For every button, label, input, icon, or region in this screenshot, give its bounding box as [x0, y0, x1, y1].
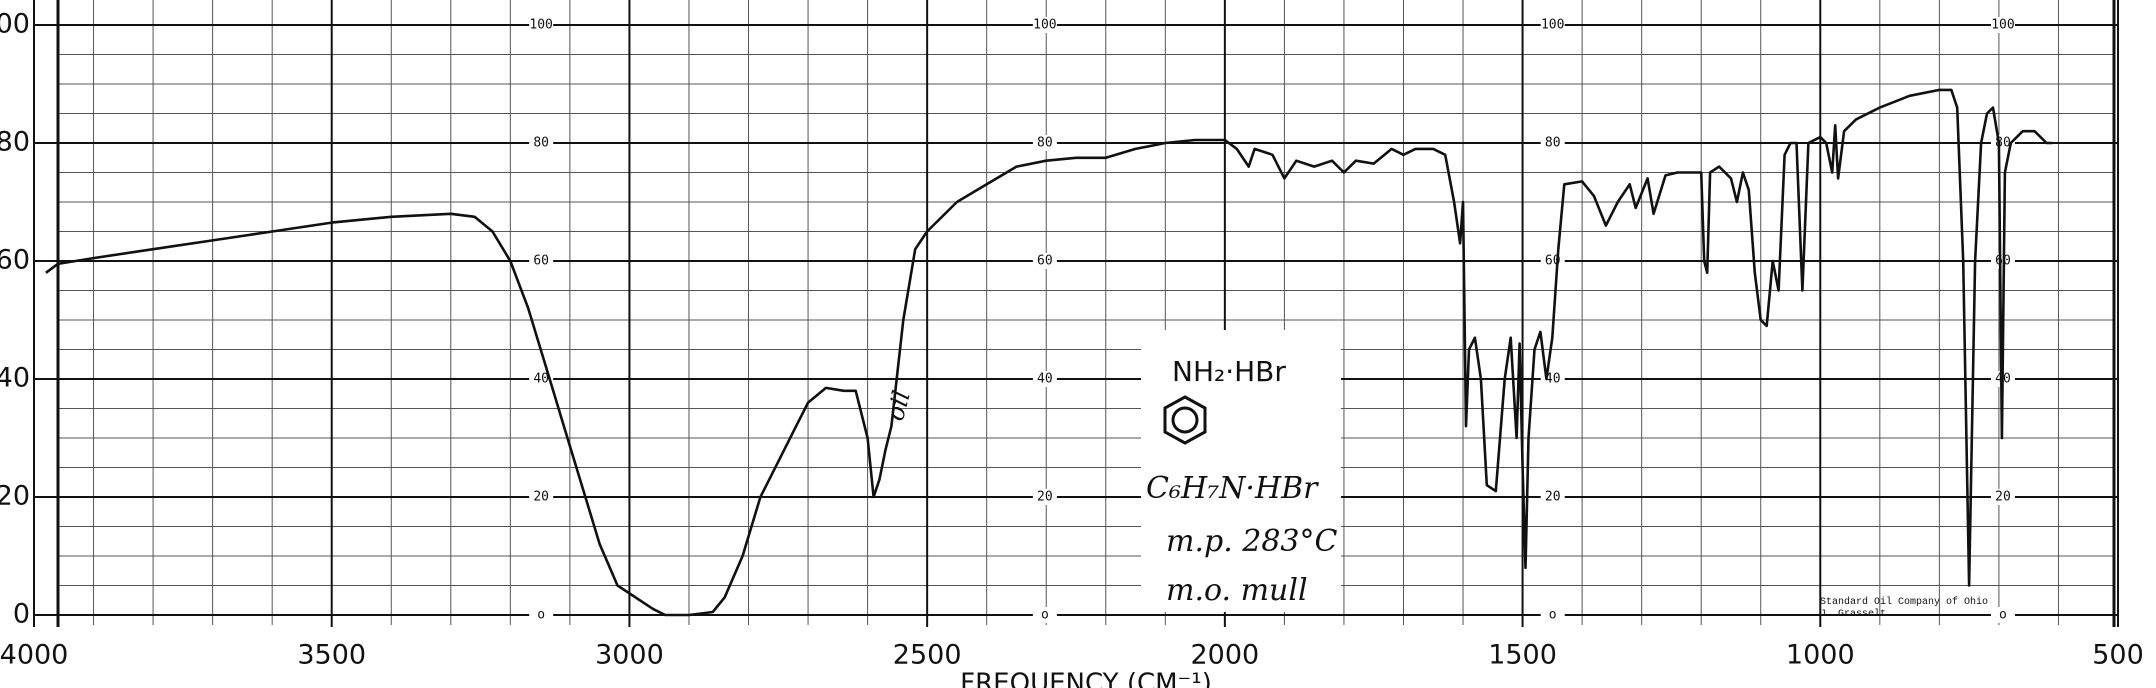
inner-scales: o20406080100o20406080100o20406080100o204…: [529, 17, 2015, 623]
source-line1: Standard Oil Company of Ohio: [1820, 596, 1988, 608]
inner-scale-bg: [1032, 253, 1057, 269]
inner-scale-label: 80: [533, 136, 549, 151]
inner-scale-bg: [529, 489, 554, 505]
inner-scale-label: 100: [529, 18, 552, 33]
inner-scale-bg: [1032, 371, 1057, 387]
formula-top: NH₂·HBr: [1172, 355, 1286, 388]
inner-scale-label: 60: [533, 254, 549, 269]
benzene-ring: [1163, 395, 1207, 445]
inner-scale-bg: [1990, 489, 2015, 505]
inner-scale-bg: [1032, 17, 1057, 33]
y-tick-label: 40: [0, 363, 30, 394]
inner-scale-bg: [1990, 607, 2015, 623]
inner-scale-label: o: [1041, 608, 1049, 623]
y-tick-label: 60: [0, 245, 30, 276]
y-tick-label: 100: [0, 9, 30, 40]
plot: 4000 3500 3000 2500 2000 1500 1000 500 0 20 40 60 80…: [0, 9, 2144, 671]
inner-scale-bg: [1540, 135, 1565, 151]
ring-circle: [1171, 406, 1199, 434]
inner-scale-bg: [1032, 489, 1057, 505]
inner-scale-label: 40: [1545, 372, 1561, 387]
inner-scale-label: 80: [1037, 136, 1053, 151]
y-tick-label: 0: [13, 599, 30, 630]
inner-scale-label: 100: [1991, 18, 2014, 33]
inner-scale-label: o: [1999, 608, 2007, 623]
inner-scale-bg: [529, 135, 554, 151]
x-tick-label: 2500: [893, 640, 962, 671]
inner-scale-label: o: [537, 608, 545, 623]
inner-scale-bg: [529, 607, 554, 623]
x-tick-label: 3000: [595, 640, 664, 671]
inner-scale-bg: [1540, 489, 1565, 505]
x-tick-label: 1500: [1488, 640, 1557, 671]
inner-scale-bg: [529, 17, 554, 33]
labels: NH₂·HBr C₆H₇N·HBr m.p. 283°C m.o. mull o…: [881, 355, 1988, 688]
melting-point: m.p. 283°C: [1166, 524, 1338, 559]
inner-scale-label: 40: [533, 372, 549, 387]
inner-scale-label: 80: [1545, 136, 1561, 151]
x-tick-label: 3500: [297, 640, 366, 671]
x-tick-label: 500: [2092, 640, 2144, 671]
inner-scale-label: 60: [1037, 254, 1053, 269]
x-tick-label: 2000: [1190, 640, 1259, 671]
medium: m.o. mull: [1166, 573, 1308, 608]
source-line2: J. Grasselt: [1820, 608, 1886, 620]
x-tick-label: 1000: [1786, 640, 1855, 671]
inner-scale-label: 20: [1545, 490, 1561, 505]
inner-scale-bg: [529, 253, 554, 269]
inner-scale-label: 40: [1037, 372, 1053, 387]
y-tick-label: 80: [0, 127, 30, 158]
inner-scale-bg: [1990, 17, 2015, 33]
spectrum-line: [45, 88, 2053, 617]
inner-scale-label: 100: [1033, 18, 1056, 33]
inner-scale-label: 20: [1995, 490, 2011, 505]
inner-scale-bg: [1540, 17, 1565, 33]
inner-scale-bg: [1540, 607, 1565, 623]
inner-scale-bg: [1032, 135, 1057, 151]
grid: [33, 0, 2119, 627]
label-card: [1141, 330, 1341, 612]
formula: C₆H₇N·HBr: [1146, 471, 1319, 506]
y-tick-label: 20: [0, 481, 30, 512]
x-tick-label: 4000: [0, 640, 68, 671]
x-axis-label: FREQUENCY (CM⁻¹): [960, 669, 1212, 688]
inner-scale-label: o: [1549, 608, 1557, 623]
inner-scale-label: 100: [1541, 18, 1564, 33]
ring-hexagon: [1163, 395, 1207, 445]
inner-scale-label: 20: [1037, 490, 1053, 505]
inner-scale-bg: [1032, 607, 1057, 623]
inner-scale-label: 20: [533, 490, 549, 505]
